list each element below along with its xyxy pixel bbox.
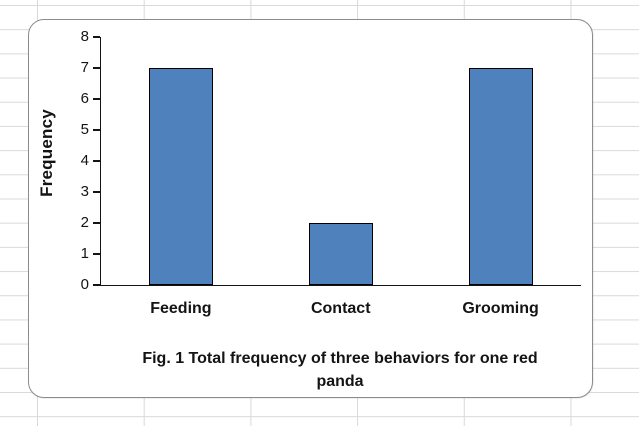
y-tick-mark-0 [93, 284, 100, 286]
y-tick-label-2: 2 [80, 214, 89, 231]
y-tick-mark-3 [93, 191, 100, 193]
y-axis-line [100, 37, 102, 285]
x-axis-label-feeding: Feeding [150, 300, 212, 317]
x-axis-label-grooming: Grooming [462, 300, 539, 317]
figure-caption: Fig. 1 Total frequency of three behavior… [142, 350, 538, 390]
bar-contact[interactable] [308, 223, 373, 285]
y-tick-mark-2 [93, 222, 100, 224]
y-tick-label-6: 6 [80, 90, 89, 107]
x-axis-label-contact: Contact [310, 300, 371, 317]
y-tick-mark-8 [93, 36, 100, 38]
y-tick-mark-4 [93, 160, 100, 162]
y-tick-mark-5 [93, 129, 100, 131]
y-tick-label-5: 5 [80, 121, 89, 138]
y-tick-label-1: 1 [80, 245, 89, 262]
y-tick-label-8: 8 [80, 28, 89, 45]
bar-feeding[interactable] [148, 68, 213, 285]
bar-grooming[interactable] [468, 68, 533, 285]
y-tick-label-7: 7 [80, 59, 89, 76]
x-axis-line [100, 284, 581, 286]
y-tick-mark-6 [93, 98, 100, 100]
y-tick-label-4: 4 [80, 152, 89, 169]
y-tick-mark-1 [93, 253, 100, 255]
y-tick-label-0: 0 [80, 276, 89, 293]
y-tick-label-3: 3 [80, 183, 89, 200]
y-tick-mark-7 [93, 67, 100, 69]
